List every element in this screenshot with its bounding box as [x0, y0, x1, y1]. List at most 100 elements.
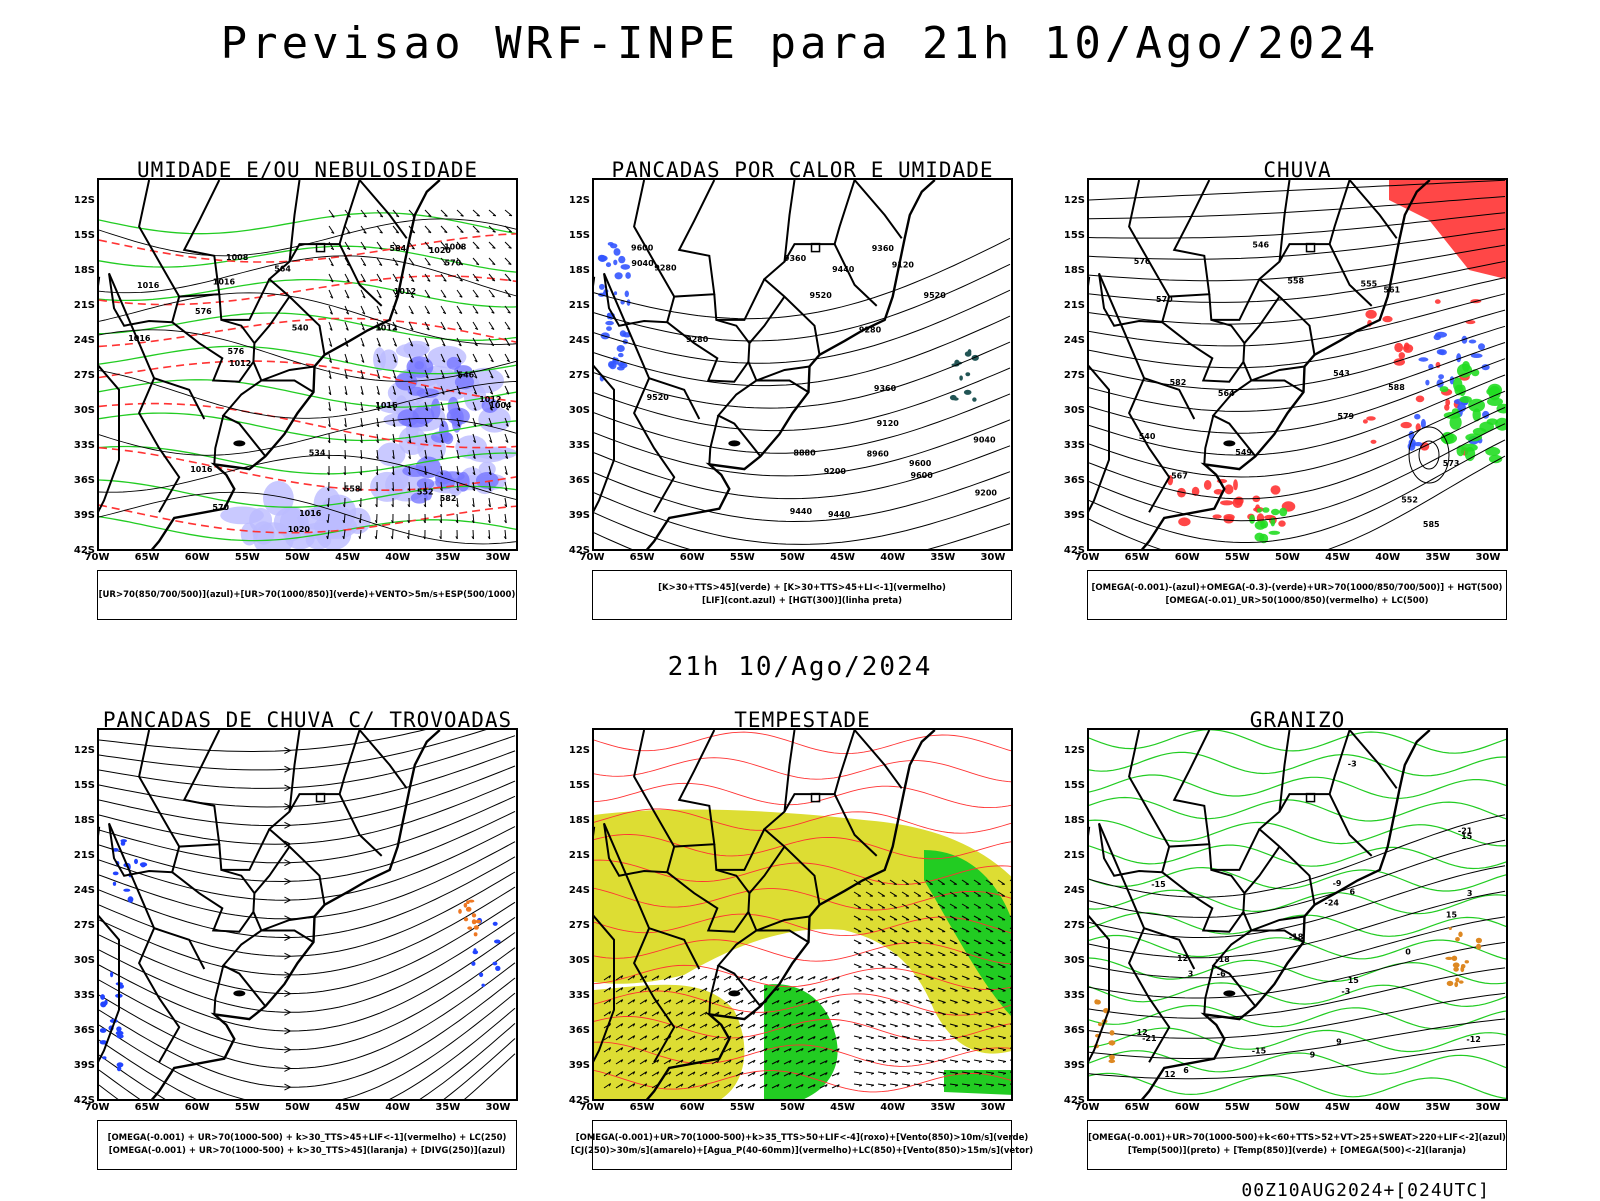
contour-label: 1016: [375, 401, 398, 410]
political-border: [340, 794, 382, 856]
wind-vector: [854, 1048, 862, 1050]
omega-orange-region: [1459, 980, 1464, 983]
wind-vector: [890, 988, 898, 991]
lon-tick-label: 70W: [85, 1102, 110, 1113]
political-border: [1204, 416, 1213, 465]
political-border: [1251, 367, 1304, 381]
political-border: [1162, 294, 1244, 382]
wind-vector-head: [943, 1038, 946, 1039]
lat-tick-label: 12S: [1064, 745, 1085, 756]
contour-label: 558: [1287, 277, 1304, 286]
lat-tick-label: 30S: [569, 955, 590, 966]
streamline: [99, 963, 515, 1069]
political-border: [1089, 355, 1109, 530]
wind-vector: [866, 952, 873, 955]
lon-tick-label: 55W: [235, 552, 260, 563]
contour-label: 558: [344, 485, 361, 494]
lon-tick-label: 65W: [135, 1102, 160, 1113]
rain-green-region: [1465, 433, 1482, 441]
lon-tick-label: 30W: [980, 1102, 1005, 1113]
lon-tick-label: 30W: [485, 552, 510, 563]
wind-vector-head: [1003, 1026, 1006, 1027]
divergence-blue-region: [100, 1028, 107, 1033]
lon-tick-label: 70W: [1075, 1102, 1100, 1113]
wind-vector-head: [955, 1014, 958, 1015]
wind-vector-head: [931, 1003, 934, 1004]
lagoon: [728, 440, 740, 446]
wind-vector: [473, 210, 480, 216]
rain-red-region: [1444, 404, 1449, 411]
lat-tick-label: 36S: [74, 1025, 95, 1036]
rain-green-region: [1450, 415, 1462, 429]
legend-line: [OMEGA(-0.001)-(azul)+OMEGA(-0.3)-(verde…: [1092, 582, 1503, 595]
wind-vector-head: [907, 1050, 910, 1051]
contour-label: 6: [1350, 888, 1356, 897]
lat-tick-label: 12S: [569, 745, 590, 756]
wind-vector: [950, 1060, 958, 1062]
wind-vector: [950, 1048, 958, 1050]
wind-vector-head: [991, 1003, 994, 1004]
omega-orange-region: [1098, 1022, 1103, 1026]
contour-label: -3: [1341, 987, 1350, 996]
divergence-blue-region: [121, 841, 126, 846]
rain-green-region: [1460, 396, 1472, 403]
contour-label: 15: [1446, 911, 1458, 920]
wind-vector: [360, 514, 361, 523]
wind-vector: [938, 1048, 946, 1050]
wind-vector-head: [919, 1014, 922, 1015]
rain-red-region: [1213, 514, 1222, 518]
divergence-blue-region: [113, 882, 116, 886]
lon-tick-label: 50W: [1275, 1102, 1300, 1113]
wind-vector: [878, 1036, 886, 1038]
map-canvas: [99, 730, 518, 1101]
wind-vector: [878, 1000, 886, 1003]
wind-vector: [926, 1084, 934, 1085]
rain-red-region: [1394, 343, 1403, 352]
wind-vector: [890, 1024, 898, 1026]
contour-label: 546: [1252, 240, 1269, 249]
omega-orange-region: [1453, 962, 1460, 967]
political-border: [99, 355, 119, 530]
lat-tick-label: 15S: [74, 780, 95, 791]
political-border: [154, 928, 204, 969]
lat-tick-label: 36S: [1064, 475, 1085, 486]
divergence-blue-region: [117, 1034, 124, 1038]
hgt300-contour: [594, 290, 1010, 363]
rain-red-region: [1404, 343, 1410, 351]
contour-label: -15: [1151, 880, 1166, 889]
instability-orange-region: [474, 925, 479, 930]
lon-tick-label: 40W: [1375, 1102, 1400, 1113]
wind-vector: [902, 1048, 910, 1050]
wind-vector-head: [883, 1062, 886, 1063]
divergence-blue-region: [123, 889, 130, 892]
contour-label: 576: [195, 307, 212, 316]
contour-label: -3: [1348, 759, 1357, 768]
lon-tick-label: 55W: [235, 1102, 260, 1113]
contour-label: -9: [1333, 879, 1342, 888]
wind-vector-head: [943, 1026, 946, 1027]
lon-tick-label: 55W: [730, 552, 755, 563]
instability-orange-region: [475, 920, 481, 924]
wind-vector-head: [943, 1003, 946, 1004]
omega-orange-region: [1465, 960, 1469, 963]
lat-tick-label: 33S: [74, 990, 95, 1001]
lat-tick-label: 36S: [74, 475, 95, 486]
lat-tick-label: 24S: [74, 885, 95, 896]
political-border: [716, 279, 764, 320]
legend-line: [OMEGA(-0.001)+UR>70(1000-500)+k>35_TTS>…: [576, 1132, 1029, 1145]
lon-tick-label: 40W: [880, 552, 905, 563]
legend-line: [OMEGA(-0.01)_UR>50(1000/850)(vermelho) …: [1165, 595, 1428, 608]
contour-label: 552: [1401, 496, 1418, 505]
lon-tick-label: 40W: [385, 552, 410, 563]
wind-vector: [854, 1072, 862, 1073]
wind-vector: [878, 1012, 886, 1014]
wind-vector-head: [979, 1062, 982, 1063]
lon-tick-label: 70W: [1075, 552, 1100, 563]
contour-label: 15: [1461, 832, 1473, 841]
wind-vector-head: [871, 1073, 874, 1074]
omega-orange-region: [1455, 978, 1459, 983]
wind-vector: [505, 210, 512, 216]
